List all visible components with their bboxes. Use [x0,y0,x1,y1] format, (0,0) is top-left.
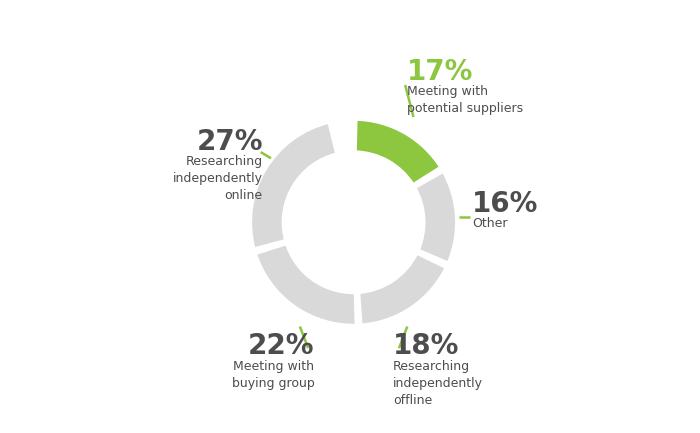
Text: Other: Other [473,217,508,230]
Text: 27%: 27% [196,128,262,156]
Text: Meeting with
potential suppliers: Meeting with potential suppliers [407,85,524,115]
Wedge shape [256,243,356,326]
Text: Researching
independently
online: Researching independently online [173,155,262,202]
Wedge shape [358,253,447,325]
Wedge shape [414,171,457,263]
Wedge shape [355,119,441,185]
Text: 18%: 18% [393,333,459,360]
Text: 17%: 17% [407,58,474,86]
Text: Meeting with
buying group: Meeting with buying group [232,359,314,390]
Text: 22%: 22% [248,333,314,360]
Text: Researching
independently
offline: Researching independently offline [393,359,483,407]
Text: 16%: 16% [473,190,539,218]
Wedge shape [251,122,337,249]
